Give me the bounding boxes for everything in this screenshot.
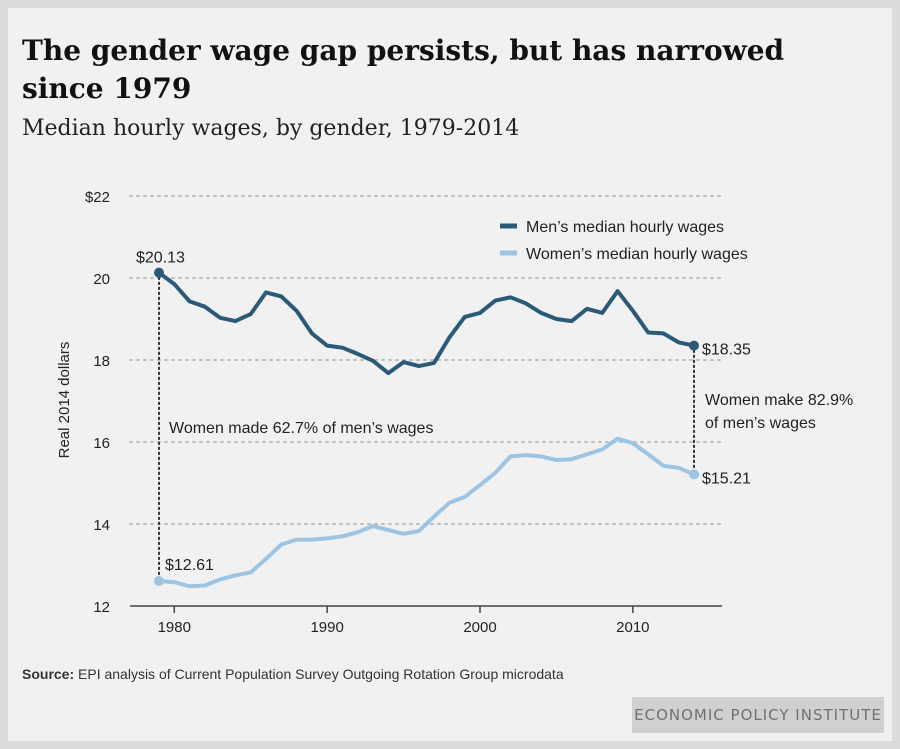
y-tick-label: 18 bbox=[93, 353, 110, 370]
women-end-point bbox=[689, 469, 699, 480]
y-axis-label: Real 2014 dollars bbox=[56, 342, 73, 459]
gap-2014-annotation-line1: Women make 82.9% bbox=[705, 392, 853, 409]
gap-2014-annotation-line2: of men’s wages bbox=[705, 415, 816, 432]
x-tick-label: 2010 bbox=[616, 619, 649, 636]
source-label: Source: bbox=[22, 666, 75, 682]
men-end-label: $18.35 bbox=[702, 342, 751, 359]
men-start-label: $20.13 bbox=[136, 250, 185, 267]
women-start-point bbox=[154, 575, 164, 586]
x-tick-label: 1980 bbox=[158, 619, 191, 636]
y-tick-label: 16 bbox=[93, 435, 110, 452]
x-tick-label: 1990 bbox=[310, 619, 343, 636]
source-note: Source: EPI analysis of Current Populati… bbox=[22, 666, 564, 682]
source-text: EPI analysis of Current Population Surve… bbox=[78, 666, 564, 682]
women-wage-line bbox=[157, 436, 696, 589]
chart-subtitle: Median hourly wages, by gender, 1979-201… bbox=[22, 116, 520, 141]
chart-title: The gender wage gap persists, but has na… bbox=[22, 34, 785, 105]
y-tick-label: 12 bbox=[93, 599, 110, 616]
legend-label: Men’s median hourly wages bbox=[526, 219, 724, 236]
women-start-label: $12.61 bbox=[165, 557, 214, 574]
legend-label: Women’s median hourly wages bbox=[526, 246, 748, 263]
chart-card bbox=[8, 8, 892, 741]
men-end-point bbox=[689, 340, 699, 351]
y-tick-label: 20 bbox=[93, 271, 110, 288]
men-start-point bbox=[154, 267, 164, 278]
women-end-label: $15.21 bbox=[702, 470, 751, 487]
y-tick-label: $22 bbox=[85, 189, 110, 206]
brand-footer: ECONOMIC POLICY INSTITUTE bbox=[632, 697, 884, 733]
x-tick-label: 2000 bbox=[463, 619, 496, 636]
men-wage-line bbox=[157, 270, 696, 376]
gap-1979-annotation: Women made 62.7% of men’s wages bbox=[169, 420, 433, 437]
y-tick-label: 14 bbox=[93, 517, 110, 534]
